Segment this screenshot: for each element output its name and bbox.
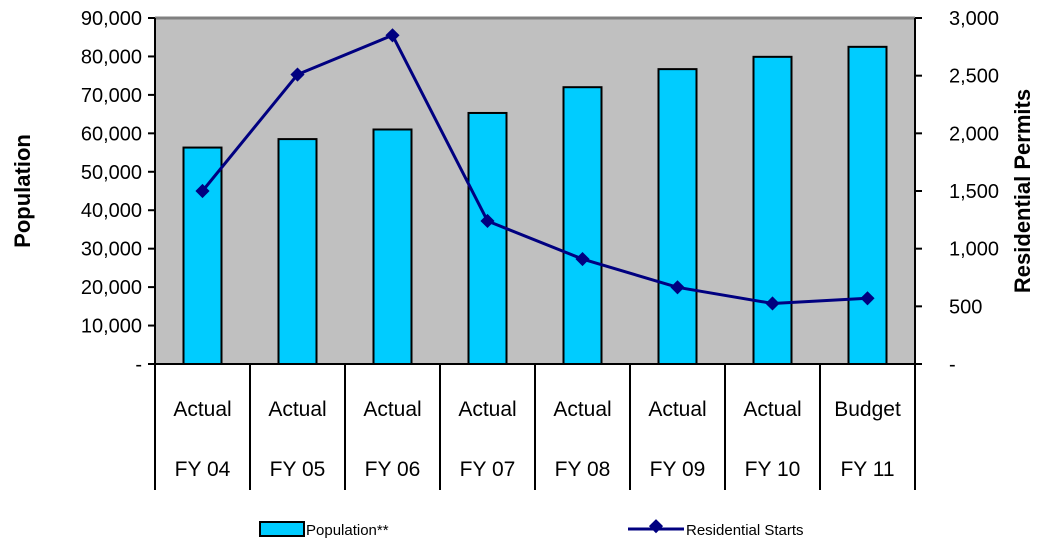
- x-category-status-label: Actual: [363, 398, 421, 421]
- population-bar: [752, 55, 793, 365]
- legend-population-label: Population**: [306, 522, 389, 539]
- y2-tick-label: 500: [949, 296, 982, 318]
- x-category-status-label: Actual: [458, 398, 516, 421]
- y2-tick-label: 2,000: [949, 123, 999, 145]
- residential-starts-point: [290, 67, 305, 82]
- y2-tick-label: -: [949, 354, 956, 376]
- legend: Population** Residential Starts: [259, 519, 804, 539]
- x-category-label: FY 05: [270, 458, 326, 481]
- residential-starts-line: [201, 33, 868, 305]
- y-tick-label: 30,000: [81, 239, 142, 261]
- y2-tick-label: 3,000: [949, 8, 999, 30]
- legend-starts-marker: [648, 519, 664, 534]
- y-tick-label: 10,000: [81, 316, 142, 338]
- y2-tick-label: 2,500: [949, 66, 999, 88]
- x-category-label: FY 10: [745, 458, 801, 481]
- y2-tick-label: 1,000: [949, 239, 999, 261]
- population-bar: [182, 146, 223, 365]
- residential-starts-point: [385, 28, 400, 43]
- y-tick-label: -: [135, 354, 142, 376]
- y-tick-label: 70,000: [81, 85, 142, 107]
- x-category-label: FY 08: [555, 458, 611, 481]
- population-bar: [562, 86, 603, 365]
- x-category-label: FY 06: [365, 458, 421, 481]
- y-tick-label: 80,000: [81, 46, 142, 68]
- x-category-label: FY 11: [840, 458, 894, 481]
- residential-starts-point: [480, 213, 495, 229]
- population-bar: [277, 138, 318, 365]
- y-tick-label: 20,000: [81, 277, 142, 299]
- legend-starts-label: Residential Starts: [686, 522, 804, 539]
- plot-area: [155, 18, 915, 364]
- y-tick-label: 90,000: [81, 8, 142, 30]
- y-tick-label: 40,000: [81, 200, 142, 222]
- x-category-status-label: Actual: [173, 398, 231, 421]
- residential-starts-point: [575, 251, 590, 267]
- residential-starts-point: [765, 296, 780, 311]
- residential-starts-point: [195, 183, 210, 199]
- y-tick-label: 60,000: [81, 123, 142, 145]
- population-bar: [467, 111, 508, 365]
- population-bar: [847, 45, 888, 365]
- y2-tick-label: 1,500: [949, 181, 999, 203]
- y-axis-title: Population: [10, 134, 35, 248]
- x-category-label: FY 09: [650, 458, 706, 481]
- x-category-status-label: Actual: [743, 398, 801, 421]
- x-category-status-label: Actual: [268, 398, 326, 421]
- y-tick-label: 50,000: [81, 162, 142, 184]
- residential-starts-point: [670, 280, 685, 295]
- x-category-status-label: Actual: [553, 398, 611, 421]
- residential-starts-point: [860, 291, 875, 306]
- legend-population-swatch: [259, 521, 305, 537]
- x-category-status-label: Actual: [648, 398, 706, 421]
- x-category-label: FY 04: [175, 458, 231, 481]
- x-category-label: FY 07: [460, 458, 516, 481]
- population-bar: [657, 68, 698, 366]
- population-bar: [372, 128, 413, 365]
- y2-axis-title: Residential Permits: [1010, 89, 1035, 293]
- x-category-status-label: Budget: [834, 398, 901, 421]
